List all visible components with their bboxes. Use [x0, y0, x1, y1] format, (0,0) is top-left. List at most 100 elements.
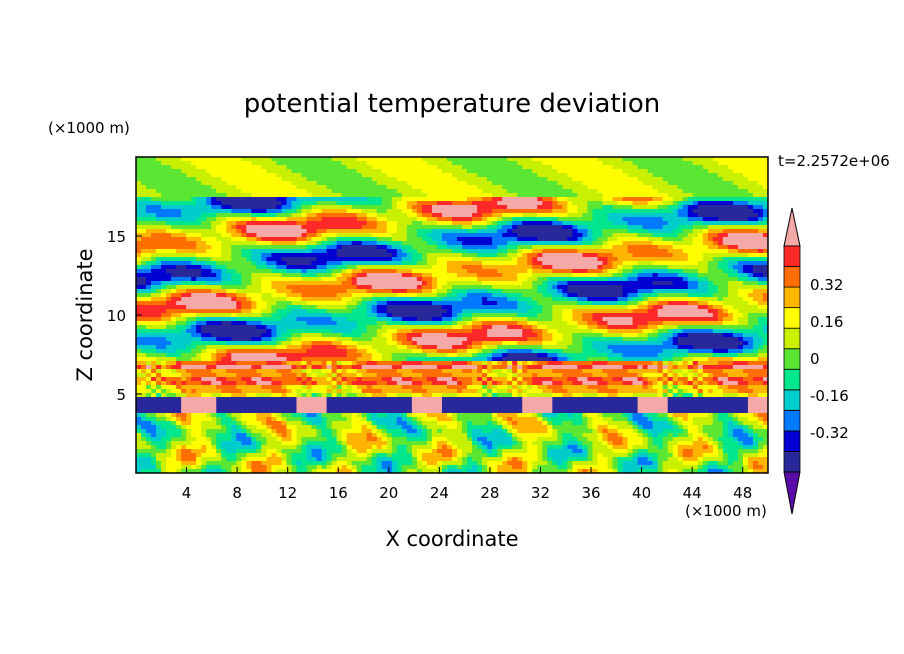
- field-cell: [301, 269, 308, 274]
- field-cell: [436, 201, 453, 206]
- field-cell: [356, 157, 423, 162]
- field-cell: [156, 417, 167, 422]
- field-cell: [316, 429, 323, 434]
- field-cell: [697, 269, 709, 274]
- field-cell: [542, 253, 584, 258]
- field-cell: [762, 329, 768, 334]
- field-cell: [246, 257, 252, 262]
- field-cell: [462, 429, 468, 434]
- field-cell: [291, 337, 303, 342]
- field-cell: [727, 285, 768, 290]
- field-cell: [752, 441, 759, 446]
- field-cell: [727, 289, 739, 294]
- field-cell: [426, 161, 453, 166]
- field-cell: [321, 277, 338, 282]
- field-cell: [757, 433, 768, 438]
- field-cell: [166, 429, 182, 434]
- field-cell: [472, 357, 488, 362]
- field-cell: [326, 405, 413, 410]
- field-cell: [221, 201, 283, 206]
- field-cell: [171, 389, 182, 394]
- field-cell: [727, 313, 734, 318]
- field-cell: [371, 357, 383, 362]
- field-cell: [146, 229, 167, 234]
- field-cell: [136, 193, 162, 198]
- field-cell: [181, 329, 187, 334]
- field-cell: [356, 305, 368, 310]
- field-cell: [176, 449, 182, 454]
- field-cell: [331, 389, 338, 394]
- field-cell: [592, 361, 609, 366]
- field-cell: [692, 237, 704, 242]
- field-cell: [732, 461, 744, 466]
- field-cell: [682, 469, 699, 473]
- field-cell: [712, 389, 724, 394]
- field-cell: [216, 441, 222, 446]
- field-cell: [261, 433, 273, 438]
- field-cell: [251, 429, 268, 434]
- field-cell: [552, 405, 639, 410]
- field-cell: [627, 173, 654, 178]
- field-cell: [336, 345, 348, 350]
- field-cell: [281, 201, 288, 206]
- field-cell: [281, 449, 303, 454]
- field-cell: [201, 469, 207, 473]
- field-cell: [366, 213, 378, 218]
- field-cell: [391, 449, 398, 454]
- field-cell: [612, 273, 624, 278]
- field-cell: [722, 441, 739, 446]
- field-cell: [356, 345, 373, 350]
- field-cell: [742, 441, 754, 446]
- field-cell: [311, 365, 323, 370]
- field-cell: [156, 433, 167, 438]
- field-cell: [146, 353, 167, 358]
- field-cell: [697, 465, 704, 470]
- field-cell: [657, 413, 669, 418]
- field-cell: [542, 365, 578, 370]
- field-cell: [146, 205, 162, 210]
- field-cell: [467, 293, 493, 298]
- field-cell: [582, 253, 599, 258]
- field-cell: [376, 329, 388, 334]
- field-cell: [321, 465, 328, 470]
- field-cell: [502, 217, 513, 222]
- field-cell: [236, 269, 273, 274]
- field-cell: [186, 429, 192, 434]
- field-cell: [667, 301, 689, 306]
- field-cell: [411, 405, 443, 410]
- field-cell: [497, 421, 503, 426]
- field-cell: [156, 457, 167, 462]
- field-cell: [136, 157, 157, 162]
- field-cell: [742, 469, 749, 473]
- field-cell: [677, 449, 684, 454]
- field-cell: [682, 461, 699, 466]
- field-cell: [627, 297, 634, 302]
- field-cell: [722, 369, 744, 374]
- field-cell: [261, 461, 283, 466]
- field-cell: [722, 433, 729, 438]
- field-cell: [762, 417, 768, 422]
- field-cell: [301, 173, 363, 178]
- field-cell: [687, 433, 694, 438]
- field-cell: [572, 449, 584, 454]
- field-cell: [492, 357, 503, 362]
- field-cell: [707, 469, 724, 473]
- field-cell: [692, 225, 709, 230]
- field-cell: [752, 465, 764, 470]
- field-cell: [612, 441, 624, 446]
- field-cell: [276, 289, 293, 294]
- field-cell: [261, 237, 298, 242]
- field-cell: [376, 221, 388, 226]
- field-cell: [542, 457, 548, 462]
- field-cell: [647, 305, 654, 310]
- field-cell: [371, 445, 378, 450]
- field-cell: [216, 365, 252, 370]
- field-cell: [431, 437, 448, 442]
- field-cell: [206, 429, 227, 434]
- field-cell: [667, 421, 674, 426]
- field-cell: [211, 289, 227, 294]
- field-cell: [381, 325, 453, 330]
- field-cell: [436, 261, 448, 266]
- field-cell: [717, 361, 734, 366]
- field-cell: [246, 453, 268, 458]
